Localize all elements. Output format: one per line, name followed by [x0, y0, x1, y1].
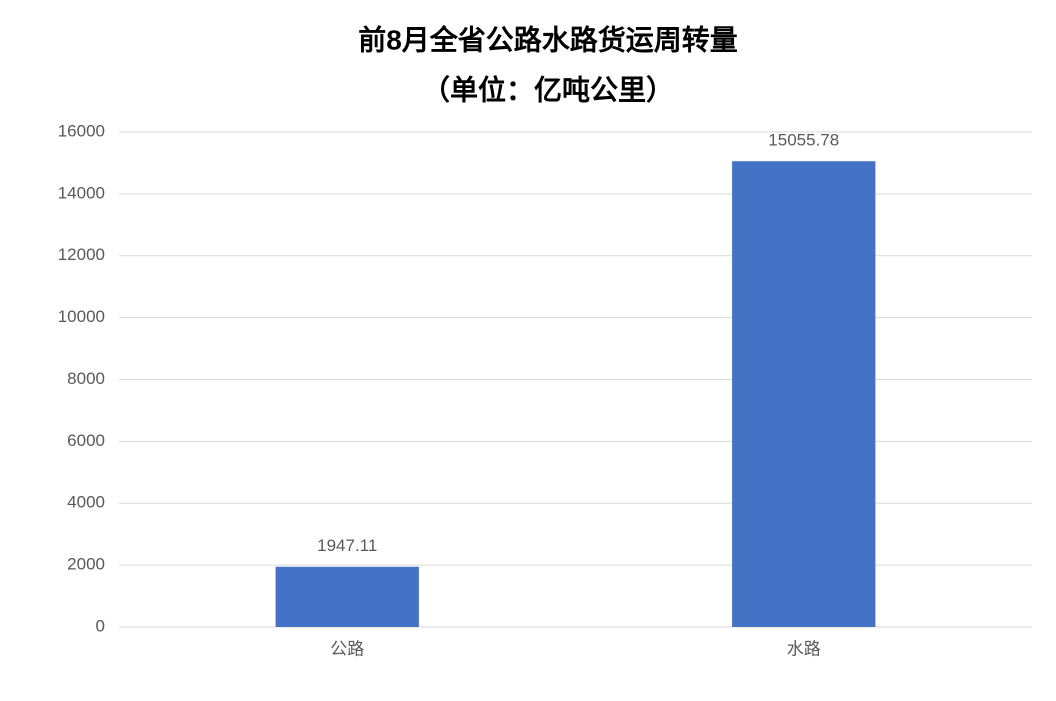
y-tick-label: 2000	[67, 555, 105, 574]
y-tick-label: 0	[96, 616, 105, 635]
y-tick-label: 16000	[58, 121, 105, 140]
chart-title: 前8月全省公路水路货运周转量	[358, 23, 738, 55]
y-tick-label: 6000	[67, 431, 105, 450]
chart-subtitle: （单位：亿吨公里）	[422, 73, 674, 105]
data-label: 15055.78	[768, 131, 839, 150]
bar	[732, 161, 876, 628]
bar	[275, 566, 419, 627]
x-tick-label: 水路	[787, 639, 821, 658]
y-tick-label: 14000	[58, 183, 105, 202]
data-label: 1947.11	[317, 536, 377, 555]
x-tick-label: 公路	[330, 639, 364, 658]
y-tick-label: 12000	[58, 245, 105, 264]
y-tick-label: 8000	[67, 369, 105, 388]
y-tick-label: 10000	[58, 307, 105, 326]
y-tick-label: 4000	[67, 493, 105, 512]
